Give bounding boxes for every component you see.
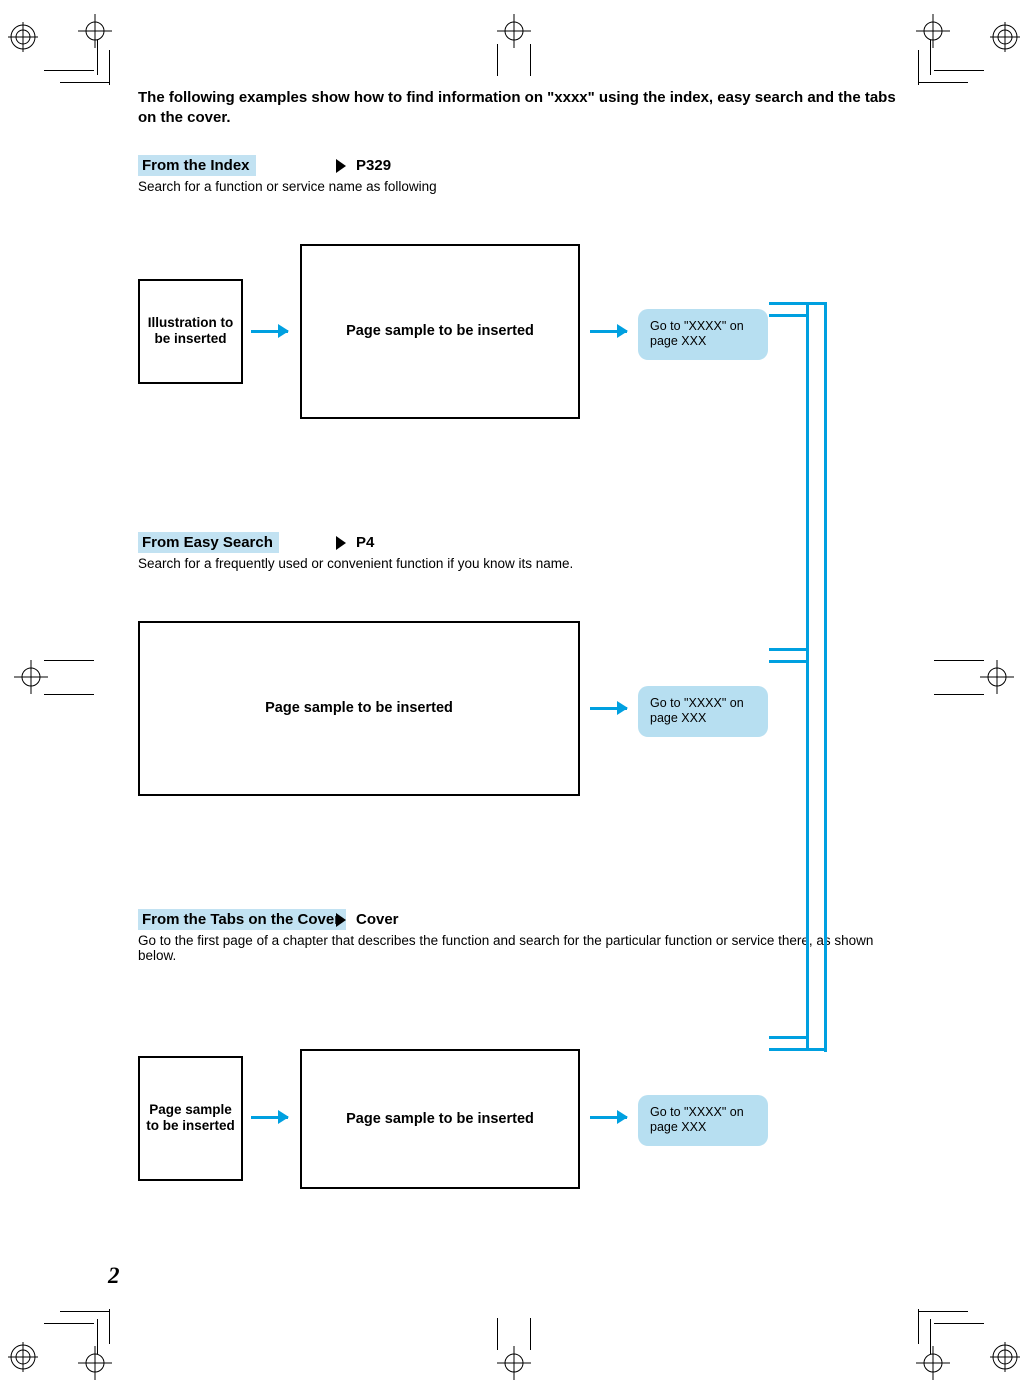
page-sample-box: Page sample to be inserted: [138, 621, 580, 796]
section-3-pageref: Cover: [356, 911, 399, 928]
arrow-icon: [590, 330, 627, 333]
section-1-label: From the Index: [138, 155, 256, 176]
goto-callout: Go to "XXXX" on page XXX: [638, 686, 768, 737]
arrow-icon: [590, 1116, 627, 1119]
crop-mark-icon: [78, 14, 112, 48]
crop-mark-icon: [497, 14, 531, 48]
crop-mark-icon: [916, 14, 950, 48]
section-3-flow: Page sample to be inserted Page sample t…: [138, 1013, 918, 1223]
goto-callout: Go to "XXXX" on page XXX: [638, 1095, 768, 1146]
section-3-desc: Go to the first page of a chapter that d…: [138, 933, 898, 963]
page-sample-box: Page sample to be inserted: [300, 1049, 580, 1189]
registration-mark-icon: [8, 22, 38, 52]
crop-mark-icon: [916, 1346, 950, 1380]
section-1-desc: Search for a function or service name as…: [138, 179, 918, 194]
triangle-icon: [336, 536, 346, 550]
goto-callout: Go to "XXXX" on page XXX: [638, 309, 768, 360]
crop-mark-icon: [78, 1346, 112, 1380]
section-1-pageref: P329: [356, 157, 391, 174]
section-3-header: From the Tabs on the Cover Cover: [138, 911, 918, 929]
page-content: The following examples show how to find …: [138, 88, 918, 1263]
crop-mark-icon: [497, 1346, 531, 1380]
section-2-header: From Easy Search P4: [138, 534, 918, 552]
intro-text: The following examples show how to find …: [138, 88, 918, 129]
crop-mark-icon: [14, 660, 48, 694]
section-3-label: From the Tabs on the Cover: [138, 909, 346, 930]
triangle-icon: [336, 913, 346, 927]
illustration-placeholder-box: Illustration to be inserted: [138, 279, 243, 384]
section-2-label: From Easy Search: [138, 532, 279, 553]
page-number: 2: [108, 1263, 120, 1289]
page-sample-small-box: Page sample to be inserted: [138, 1056, 243, 1181]
triangle-icon: [336, 159, 346, 173]
registration-mark-icon: [8, 1342, 38, 1372]
crop-mark-icon: [980, 660, 1014, 694]
section-2-desc: Search for a frequently used or convenie…: [138, 556, 918, 571]
section-1-flow: Illustration to be inserted Page sample …: [138, 244, 918, 434]
section-2-pageref: P4: [356, 534, 374, 551]
registration-mark-icon: [990, 22, 1020, 52]
arrow-icon: [251, 1116, 288, 1119]
arrow-icon: [590, 707, 627, 710]
page-sample-box: Page sample to be inserted: [300, 244, 580, 419]
section-1-header: From the Index P329: [138, 157, 918, 175]
registration-mark-icon: [990, 1342, 1020, 1372]
arrow-icon: [251, 330, 288, 333]
